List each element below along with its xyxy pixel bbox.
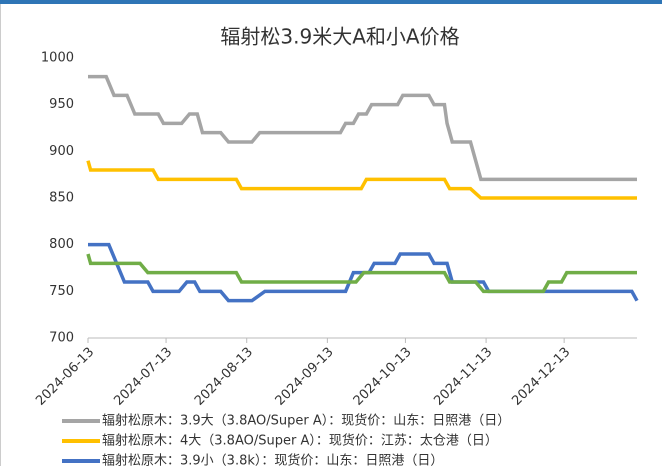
legend-label: 辐射松原木：4大（3.8AO/Super A）：现货价：江苏：太仓港（日） (102, 433, 498, 449)
chart-title: 辐射松3.9米大A和小A价格 (220, 25, 459, 49)
legend-label: 辐射松原木：3.9大（3.8AO/Super A）：现货价：山东：日照港（日） (102, 413, 510, 429)
y-tick-label: 750 (49, 284, 74, 299)
y-tick-label: 850 (49, 191, 74, 206)
legend-label: 辐射松原木：3.9小（3.8k）：现货价：山东：日照港（日） (102, 453, 443, 466)
series-line (88, 242, 639, 303)
y-tick-label: 900 (49, 144, 74, 159)
series-line (86, 253, 637, 294)
series-line (86, 160, 637, 200)
y-tick-label: 700 (49, 331, 74, 346)
top-bar (0, 0, 662, 4)
y-tick-label: 800 (49, 237, 74, 252)
y-tick-label: 1000 (41, 51, 74, 66)
y-tick-label: 950 (49, 97, 74, 112)
series-line (88, 74, 637, 182)
